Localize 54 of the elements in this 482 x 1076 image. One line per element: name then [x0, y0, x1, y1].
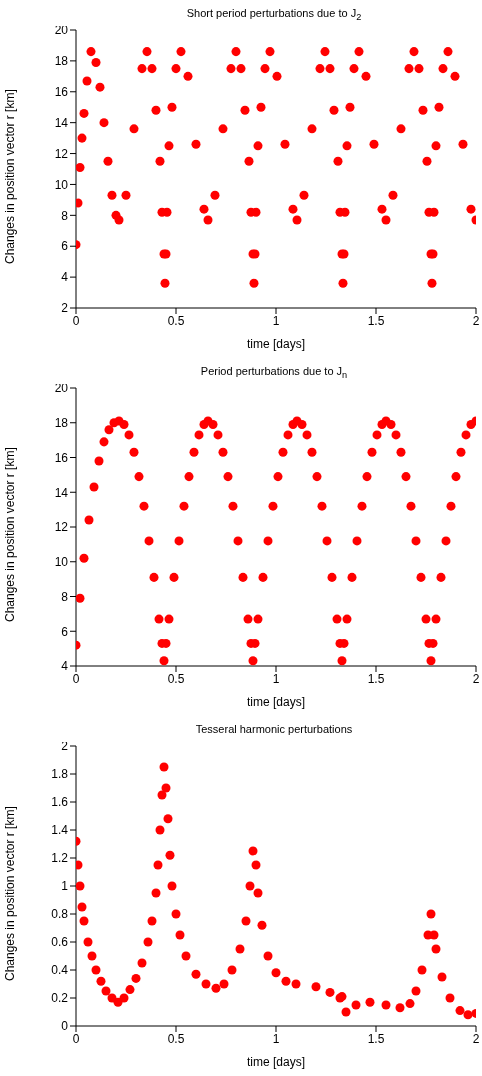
y-tick-label: 18 [54, 416, 69, 431]
y-tick-label: 20 [54, 381, 69, 396]
y-tick-label: 4 [61, 659, 69, 674]
y-tick-label: 14 [54, 485, 69, 500]
y-tick-label: 1 [61, 879, 69, 894]
x-tick-label: 1 [272, 313, 280, 328]
x-tick-label: 2 [472, 671, 480, 686]
y-tick-label: 8 [61, 208, 69, 223]
x-tick-label: 1 [272, 1031, 280, 1046]
y-tick-label: 6 [61, 239, 69, 254]
y-axis-title: Changes in position vector r [km] [3, 89, 18, 264]
y-tick-label: 20 [54, 23, 69, 38]
y-axis-title: Changes in position vector r [km] [3, 447, 18, 622]
x-tick-label: 0 [72, 671, 80, 686]
x-tick-label: 1.5 [367, 1031, 385, 1046]
y-tick-label: 8 [61, 589, 69, 604]
y-tick-label: 16 [54, 85, 69, 100]
x-tick-label: 0.5 [167, 1031, 185, 1046]
y-tick-label: 1.2 [51, 851, 69, 866]
y-tick-label: 1.6 [51, 795, 69, 810]
x-tick-label: 2 [472, 313, 480, 328]
y-tick-label: 0 [61, 1019, 69, 1034]
y-tick-label: 10 [54, 177, 69, 192]
y-axis-title: Changes in position vector r [km] [3, 806, 18, 981]
y-tick-label: 0.4 [51, 963, 69, 978]
chart-title: Tesseral harmonic perturbations [195, 723, 353, 735]
y-tick-label: 0.6 [51, 935, 69, 950]
y-tick-label: 12 [54, 146, 69, 161]
x-tick-label: 0.5 [167, 313, 185, 328]
x-tick-label: 1 [272, 671, 280, 686]
y-tick-label: 16 [54, 450, 69, 465]
x-tick-label: 2 [472, 1031, 480, 1046]
y-tick-label: 6 [61, 624, 69, 639]
x-axis-title: time [days] [246, 337, 306, 351]
y-tick-label: 4 [61, 270, 69, 285]
chart-title: Period perturbations due to J$_{n}$ [200, 365, 348, 381]
y-tick-label: 18 [54, 54, 69, 69]
y-tick-label: 12 [54, 520, 69, 535]
x-tick-label: 1.5 [367, 671, 385, 686]
x-axis-title: time [days] [246, 1055, 306, 1069]
y-tick-label: 1.4 [51, 823, 69, 838]
x-tick-label: 0.5 [167, 671, 185, 686]
y-tick-label: 10 [54, 555, 69, 570]
y-tick-label: 14 [54, 115, 69, 130]
x-axis-title: time [days] [246, 695, 306, 709]
y-tick-label: 0.8 [51, 907, 69, 922]
x-tick-label: 1.5 [367, 313, 385, 328]
chart-title: Short period perturbations due to J$_{2}$ [186, 7, 362, 23]
y-tick-label: 1.8 [51, 767, 69, 782]
y-tick-label: 2 [61, 301, 69, 316]
y-tick-label: 2 [61, 739, 69, 754]
x-tick-label: 0 [72, 313, 80, 328]
x-tick-label: 0 [72, 1031, 80, 1046]
y-tick-label: 0.2 [51, 991, 69, 1006]
